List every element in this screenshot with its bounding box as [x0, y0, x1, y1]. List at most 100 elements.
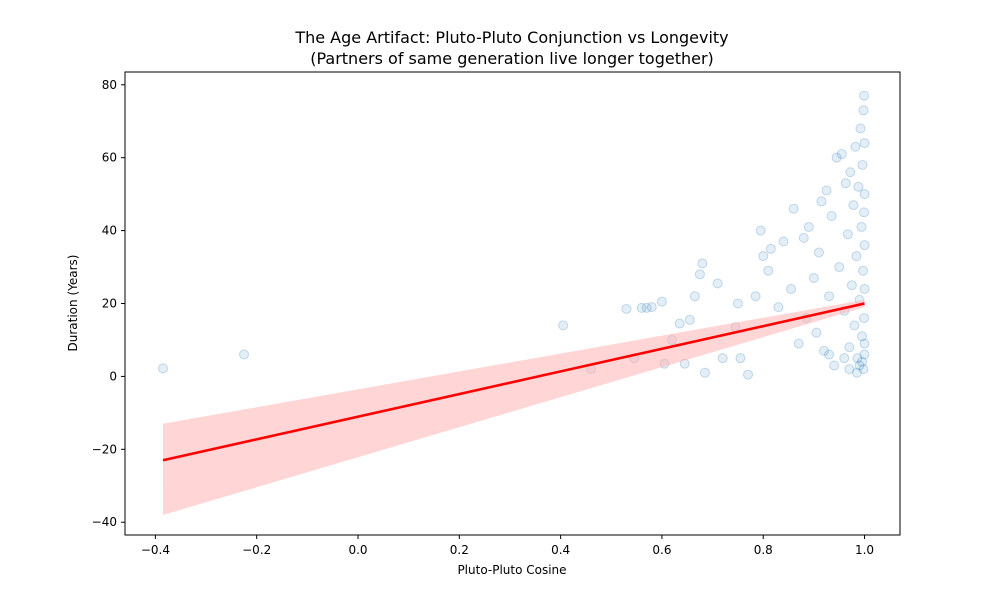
scatter-point	[829, 360, 840, 371]
x-tick-label: 0.8	[754, 543, 773, 557]
x-axis: −0.4 −0.2 0.0 0.2 0.4 0.6 0.8 1.0	[141, 535, 874, 557]
regression-line	[162, 302, 865, 462]
y-tick-label: 60	[102, 151, 117, 165]
x-axis-label: Pluto-Pluto Cosine	[457, 563, 566, 577]
scatter-point	[859, 90, 870, 101]
chart-title: The Age Artifact: Pluto-Pluto Conjunctio…	[294, 28, 728, 47]
x-tick-label: 0.6	[652, 543, 671, 557]
scatter-point	[674, 318, 685, 329]
scatter-point	[857, 356, 868, 367]
scatter-point	[856, 221, 867, 232]
scatter-point	[851, 367, 862, 378]
scatter-point	[699, 367, 710, 378]
scatter-point	[646, 302, 657, 313]
scatter-point	[750, 291, 761, 302]
scatter-point	[765, 243, 776, 254]
scatter-point	[846, 280, 857, 291]
x-tick-label: 0.0	[348, 543, 367, 557]
scatter-point	[842, 229, 853, 240]
scatter-point	[821, 185, 832, 196]
scatter-point	[717, 353, 728, 364]
scatter-point	[793, 338, 804, 349]
scatter-point	[836, 149, 847, 160]
scatter-point	[689, 291, 700, 302]
scatter-point	[855, 123, 866, 134]
x-tick-label: 0.4	[551, 543, 570, 557]
scatter-point	[845, 167, 856, 178]
scatter-point	[858, 364, 869, 375]
scatter-point	[641, 302, 652, 313]
y-axis: −40 −20 0 20 40 60 80	[92, 78, 125, 529]
scatter-point	[803, 221, 814, 232]
scatter-point	[839, 353, 850, 364]
scatter-point	[157, 363, 168, 374]
y-tick-label: 40	[102, 224, 117, 238]
scatter-point	[758, 251, 769, 262]
scatter-point	[844, 342, 855, 353]
y-axis-label: Duration (Years)	[66, 255, 80, 352]
scatter-point	[852, 353, 863, 364]
scatter-point	[778, 236, 789, 247]
scatter-point	[816, 196, 827, 207]
x-tick-label: 0.2	[450, 543, 469, 557]
scatter-point	[834, 262, 845, 273]
scatter-point	[788, 203, 799, 214]
chart-subtitle: (Partners of same generation live longer…	[310, 49, 714, 68]
scatter-point	[558, 320, 569, 331]
scatter-point	[813, 247, 824, 258]
scatter-point	[859, 189, 870, 200]
y-tick-label: −40	[92, 515, 117, 529]
scatter-point	[849, 320, 860, 331]
y-tick-label: 80	[102, 78, 117, 92]
scatter-point	[819, 345, 830, 356]
scatter-point	[858, 265, 869, 276]
x-tick-label: 1.0	[855, 543, 874, 557]
confidence-band	[162, 299, 865, 515]
scatter-point	[858, 105, 869, 116]
y-tick-label: −20	[92, 442, 117, 456]
scatter-point	[656, 296, 667, 307]
scatter-point	[239, 349, 250, 360]
scatter-point	[859, 207, 870, 218]
scatter-point	[636, 302, 647, 313]
scatter-point	[621, 303, 632, 314]
scatter-point	[859, 313, 870, 324]
scatter-point	[743, 369, 754, 380]
scatter-point	[850, 141, 861, 152]
scatter-point	[694, 269, 705, 280]
scatter-point	[851, 251, 862, 262]
scatter-point	[824, 291, 835, 302]
x-tick-label: −0.4	[141, 543, 170, 557]
scatter-point	[831, 152, 842, 163]
scatter-point	[857, 159, 868, 170]
x-tick-label: −0.2	[242, 543, 271, 557]
scatter-point	[773, 302, 784, 313]
y-tick-label: 0	[109, 369, 117, 383]
scatter-point	[735, 353, 746, 364]
scatter-point	[859, 240, 870, 251]
scatter-point	[840, 178, 851, 189]
scatter-point	[826, 211, 837, 222]
plot-area	[157, 90, 870, 515]
scatter-point	[859, 283, 870, 294]
scatter-point	[811, 327, 822, 338]
scatter-point	[763, 265, 774, 276]
scatter-point	[857, 331, 868, 342]
scatter-point	[859, 338, 870, 349]
scatter-point	[712, 278, 723, 289]
scatter-point	[844, 364, 855, 375]
scatter-point	[859, 138, 870, 149]
scatter-point	[732, 298, 743, 309]
scatter-point	[697, 258, 708, 269]
scatter-point	[755, 225, 766, 236]
scatter-point	[859, 349, 870, 360]
scatter-point	[798, 232, 809, 243]
scatter-point	[824, 349, 835, 360]
scatter-point	[808, 272, 819, 283]
y-tick-label: 20	[102, 297, 117, 311]
scatter-point	[848, 200, 859, 211]
scatter-point	[853, 181, 864, 192]
scatter-point	[854, 360, 865, 371]
